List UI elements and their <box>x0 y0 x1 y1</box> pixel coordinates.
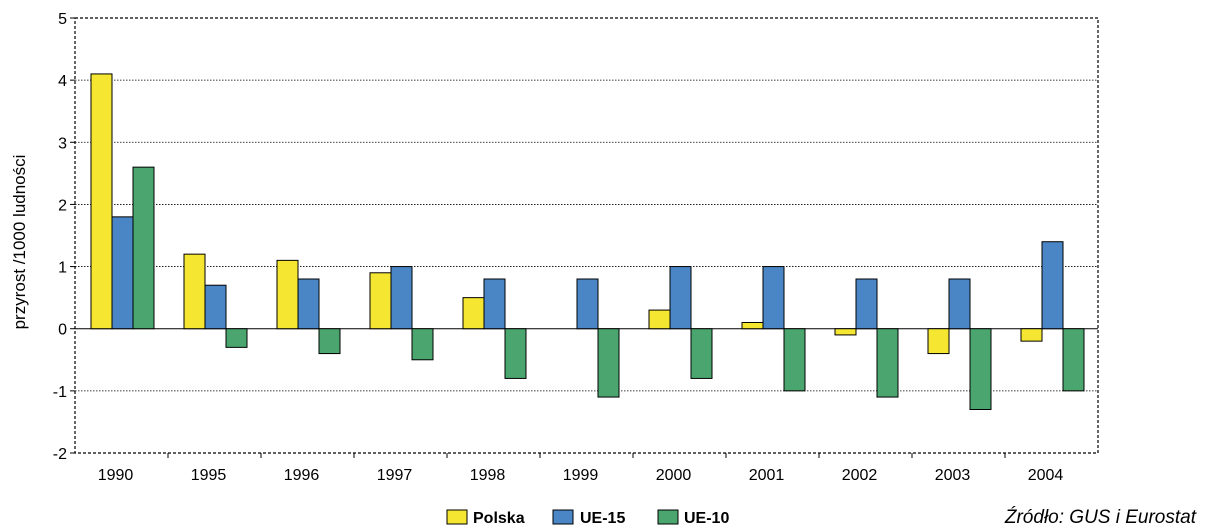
bar-ue-15-2000 <box>669 266 692 330</box>
legend: Polska UE-15 UE-10 <box>446 509 729 527</box>
bar-polska-2004 <box>1020 328 1043 342</box>
y-axis-ticks: -2 -1 0 1 2 3 4 5 <box>53 11 75 463</box>
bar-ue-15-2001 <box>762 266 785 330</box>
grid-lines <box>75 79 1098 392</box>
bar-ue-10-1990 <box>132 166 155 330</box>
y-tick-label: 3 <box>58 135 67 152</box>
bar-ue-15-1999 <box>576 278 599 330</box>
legend-label-ue-10: UE-10 <box>684 510 729 527</box>
bar-ue-10-1998 <box>504 328 527 379</box>
legend-swatch-polska <box>446 509 468 525</box>
y-tick-label: 4 <box>58 73 67 90</box>
x-tick-label: 1996 <box>284 467 320 484</box>
x-tick-label: 1995 <box>191 467 227 484</box>
x-tick-label: 1990 <box>98 467 134 484</box>
bar-ue-15-1997 <box>390 266 413 330</box>
y-tick-label: 5 <box>58 11 67 28</box>
bar-ue-15-1998 <box>483 278 506 330</box>
bar-ue-10-1995 <box>225 328 248 348</box>
y-tick-label: 0 <box>58 322 67 339</box>
bar-polska-1990 <box>90 73 113 330</box>
y-axis-title: przyrost /1000 ludności <box>10 155 29 330</box>
x-tick-label: 2001 <box>749 467 785 484</box>
x-tick-label: 2003 <box>935 467 971 484</box>
bar-ue-10-2003 <box>969 328 992 411</box>
bar-ue-15-2002 <box>855 278 878 330</box>
plot-frame <box>74 17 1099 454</box>
bar-polska-1997 <box>369 272 392 330</box>
bar-ue-15-1996 <box>297 278 320 330</box>
bar-ue-10-2002 <box>876 328 899 398</box>
x-tick-label: 2004 <box>1028 467 1064 484</box>
bar-polska-1998 <box>462 297 485 330</box>
bar-ue-10-1996 <box>318 328 341 355</box>
x-tick-label: 1998 <box>470 467 506 484</box>
bar-ue-15-1990 <box>111 216 134 330</box>
y-tick-label: -1 <box>53 384 67 401</box>
bar-ue-10-2000 <box>690 328 713 379</box>
x-axis-ticks: 1990 1995 1996 1997 1998 1999 2000 2001 2002 2003… <box>98 453 1064 484</box>
legend-label-ue-15: UE-15 <box>580 510 625 527</box>
y-tick-label: -2 <box>53 446 67 463</box>
bar-ue-10-2004 <box>1062 328 1085 392</box>
bar-ue-15-2003 <box>948 278 971 330</box>
y-tick-label: 1 <box>58 260 67 277</box>
legend-label-polska: Polska <box>473 510 525 527</box>
bar-ue-15-2004 <box>1041 241 1064 330</box>
x-tick-label: 2000 <box>656 467 692 484</box>
x-tick-label: 2002 <box>842 467 878 484</box>
bar-polska-2002 <box>834 328 857 336</box>
bar-polska-2003 <box>927 328 950 355</box>
bar-polska-1995 <box>183 253 206 330</box>
bar-polska-1996 <box>276 259 299 330</box>
bar-ue-15-1995 <box>204 284 227 330</box>
bar-ue-10-1997 <box>411 328 434 361</box>
bar-polska-2000 <box>648 309 671 330</box>
y-tick-label: 2 <box>58 197 67 214</box>
bars-group <box>90 73 1085 411</box>
legend-swatch-ue-10 <box>657 509 679 525</box>
legend-swatch-ue-15 <box>552 509 574 525</box>
x-tick-label: 1999 <box>563 467 599 484</box>
source-note: Źródło: GUS i Eurostat <box>1004 507 1197 528</box>
bar-ue-10-2001 <box>783 328 806 392</box>
bar-ue-10-1999 <box>597 328 620 398</box>
x-tick-label: 1997 <box>377 467 413 484</box>
bar-polska-2001 <box>741 322 764 330</box>
